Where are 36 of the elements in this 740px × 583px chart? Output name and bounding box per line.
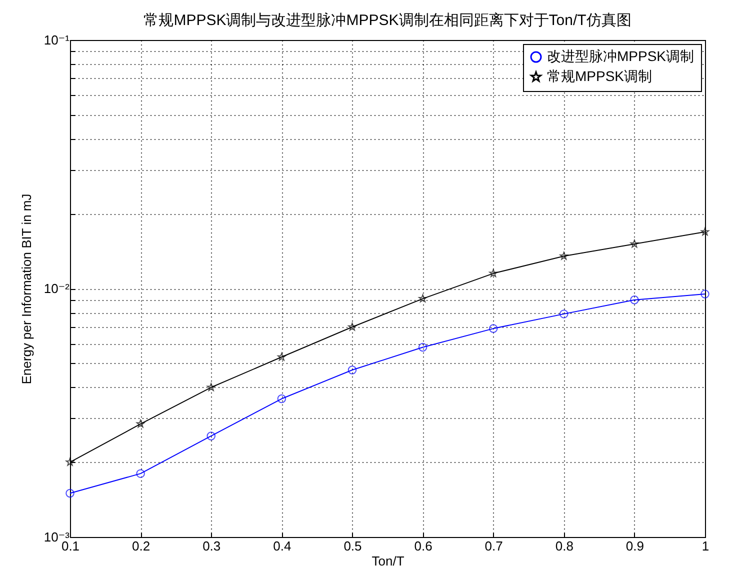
point: [277, 394, 286, 404]
point: [630, 240, 639, 248]
x-tick-label: 0.4: [273, 538, 292, 554]
y-tick-label: 10⁻²: [44, 281, 70, 296]
point: [700, 290, 710, 298]
x-tick-label: 1: [702, 538, 710, 554]
point: [488, 324, 498, 333]
legend-label: 常规MPPSK调制: [547, 68, 652, 84]
point: [136, 420, 145, 428]
point: [206, 383, 216, 392]
x-axis-title: Ton/T: [372, 554, 404, 568]
x-tick-label: 0.5: [344, 538, 362, 554]
point: [206, 432, 216, 440]
x-tick-label: 0.3: [202, 538, 221, 554]
chart-title: 常规MPPSK调制与改进型脉冲MPPSK调制在相同距离下对于Ton/T仿真图: [144, 12, 632, 29]
x-tick-label: 0.1: [61, 538, 80, 554]
point: [560, 310, 568, 318]
point: [489, 269, 498, 278]
y-axis-title: Energy per Information BIT in mJ: [18, 194, 34, 384]
x-tick-label: 0.8: [555, 538, 574, 554]
point: [560, 252, 568, 260]
point: [277, 352, 286, 361]
point: [66, 488, 74, 498]
point: [418, 294, 427, 302]
point: [136, 469, 145, 478]
x-tick-label: 0.2: [132, 538, 150, 554]
x-tick-label: 0.9: [626, 538, 644, 554]
point: [348, 366, 357, 374]
legend-label: 改进型脉冲MPPSK调制: [547, 48, 694, 64]
x-tick-label: 0.6: [414, 538, 432, 554]
point: [630, 296, 639, 304]
x-tick-label: 0.7: [484, 538, 503, 554]
point: [348, 322, 356, 331]
point: [700, 227, 710, 236]
point: [418, 342, 428, 352]
y-tick-label: 10⁻¹: [44, 32, 70, 48]
